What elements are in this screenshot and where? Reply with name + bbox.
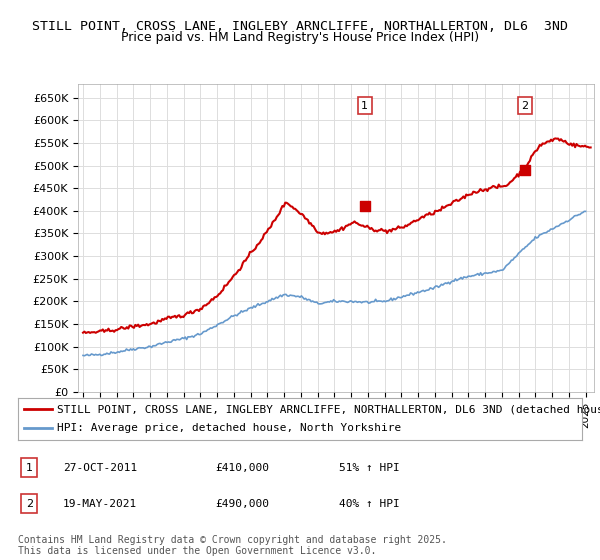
Text: STILL POINT, CROSS LANE, INGLEBY ARNCLIFFE, NORTHALLERTON, DL6  3ND: STILL POINT, CROSS LANE, INGLEBY ARNCLIF… <box>32 20 568 32</box>
Text: Contains HM Land Registry data © Crown copyright and database right 2025.
This d: Contains HM Land Registry data © Crown c… <box>18 535 447 557</box>
Text: 40% ↑ HPI: 40% ↑ HPI <box>340 498 400 508</box>
Text: HPI: Average price, detached house, North Yorkshire: HPI: Average price, detached house, Nort… <box>58 423 402 433</box>
Text: £490,000: £490,000 <box>215 498 269 508</box>
Point <box>360 202 370 211</box>
Point <box>520 166 530 175</box>
Text: 1: 1 <box>361 101 368 110</box>
Text: 2: 2 <box>26 498 33 508</box>
Text: 51% ↑ HPI: 51% ↑ HPI <box>340 463 400 473</box>
Text: £410,000: £410,000 <box>215 463 269 473</box>
Text: 2: 2 <box>521 101 529 110</box>
Text: 27-OCT-2011: 27-OCT-2011 <box>63 463 137 473</box>
Text: 1: 1 <box>26 463 33 473</box>
Text: 19-MAY-2021: 19-MAY-2021 <box>63 498 137 508</box>
Text: STILL POINT, CROSS LANE, INGLEBY ARNCLIFFE, NORTHALLERTON, DL6 3ND (detached hou: STILL POINT, CROSS LANE, INGLEBY ARNCLIF… <box>58 404 600 414</box>
Text: Price paid vs. HM Land Registry's House Price Index (HPI): Price paid vs. HM Land Registry's House … <box>121 31 479 44</box>
